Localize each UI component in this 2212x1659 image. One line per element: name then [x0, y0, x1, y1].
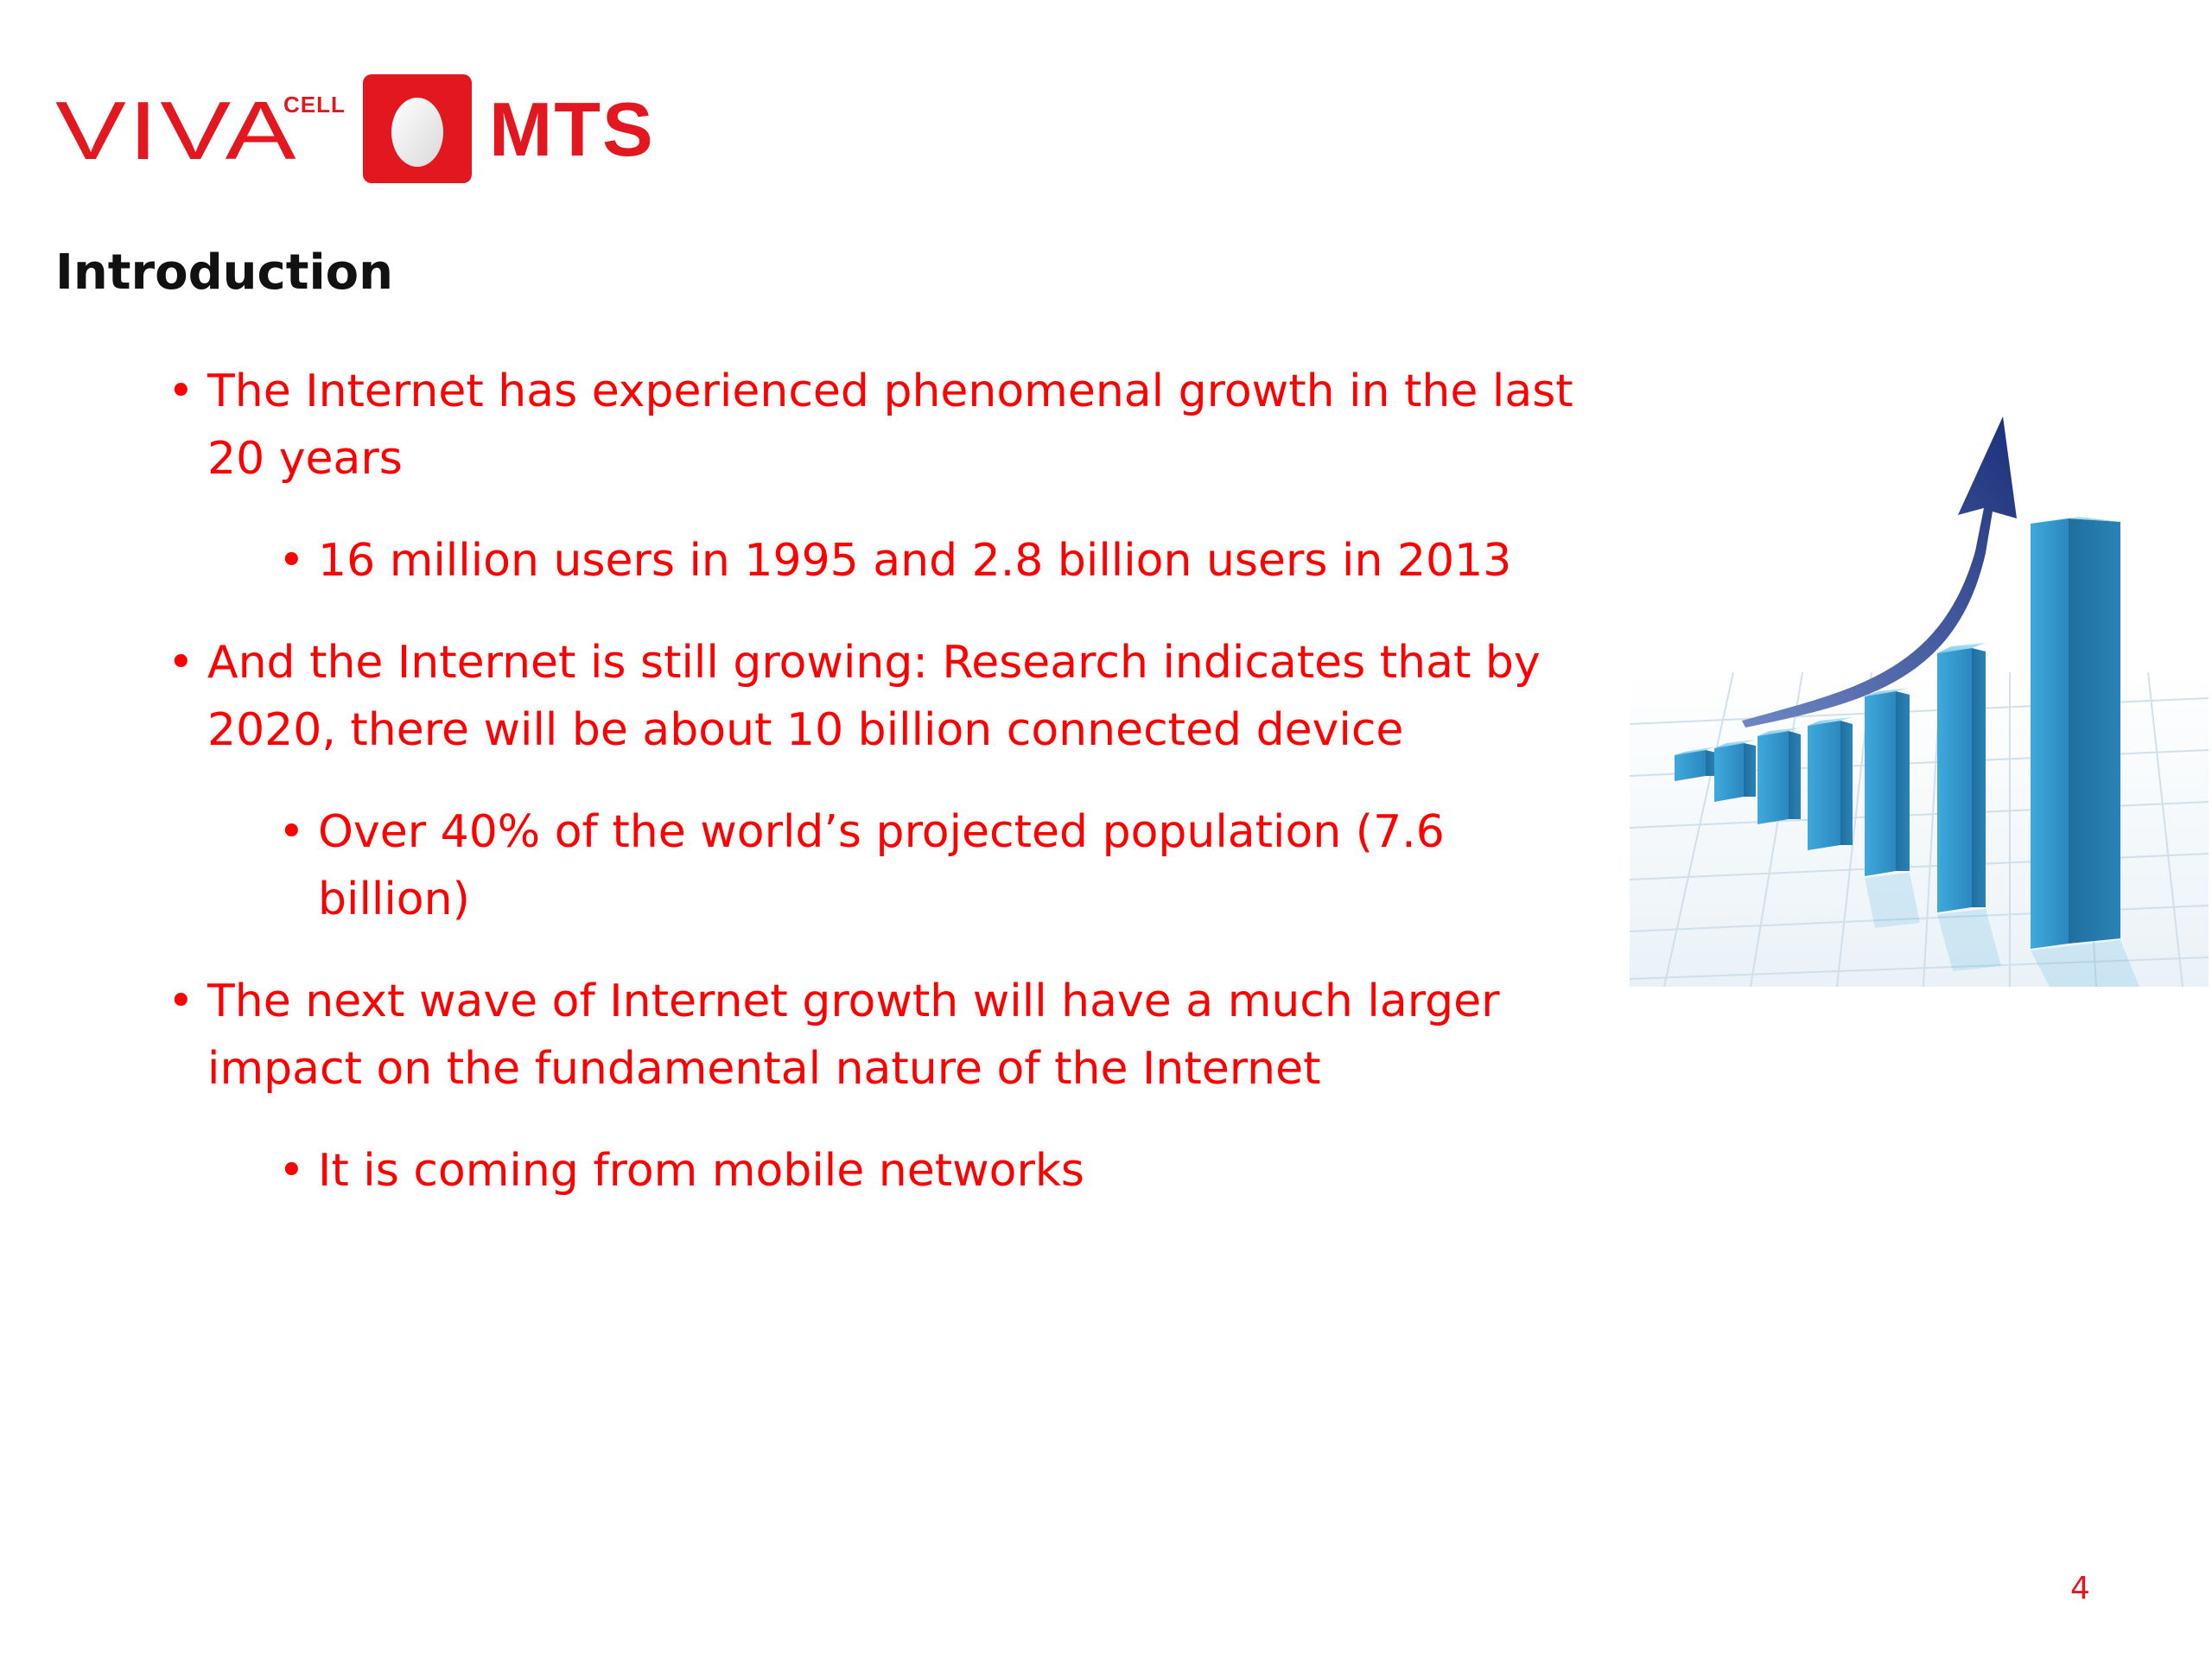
- bullet-item-2: • And the Internet is still growing: Res…: [168, 629, 1624, 764]
- logo-viva-text: VIVA: [55, 85, 299, 177]
- bullet-item-3: • The next wave of Internet growth will …: [168, 968, 1624, 1103]
- vivacell-mts-logo: VIVA CELL MTS: [55, 74, 677, 185]
- bullet-text: The next wave of Internet growth will ha…: [207, 976, 1500, 1095]
- logo-cell-text: CELL: [283, 92, 346, 118]
- bullet-item-1: • The Internet has experienced phenomena…: [168, 358, 1624, 493]
- rising-bar-chart-with-arrow-illustration: [1630, 416, 2209, 987]
- bar-group: [1675, 517, 2120, 949]
- sub-bullet-item-2: • Over 40% of the world’s projected popu…: [278, 798, 1562, 933]
- bullet-text: Over 40% of the world’s projected popula…: [318, 806, 1445, 925]
- bullet-text: It is coming from mobile networks: [318, 1145, 1085, 1197]
- bullet-text: The Internet has experienced phenomenal …: [207, 365, 1573, 485]
- logo-mts-text: MTS: [489, 86, 655, 172]
- bullet-marker: •: [168, 976, 194, 1027]
- mts-egg-logo-icon: [363, 74, 472, 183]
- sub-bullet-item-3: • It is coming from mobile networks: [278, 1137, 1562, 1205]
- bullet-marker: •: [278, 535, 305, 587]
- bullet-marker: •: [168, 637, 194, 689]
- bullet-marker: •: [278, 1145, 305, 1197]
- sub-bullet-item-1: • 16 million users in 1995 and 2.8 billi…: [278, 527, 1614, 594]
- page-number: 4: [2070, 1571, 2090, 1606]
- bullet-marker: •: [278, 806, 305, 858]
- bullet-text: And the Internet is still growing: Resea…: [207, 637, 1541, 756]
- bullet-text: 16 million users in 1995 and 2.8 billion…: [318, 535, 1512, 587]
- slide-title: Introduction: [55, 245, 394, 301]
- bullet-marker: •: [168, 365, 194, 417]
